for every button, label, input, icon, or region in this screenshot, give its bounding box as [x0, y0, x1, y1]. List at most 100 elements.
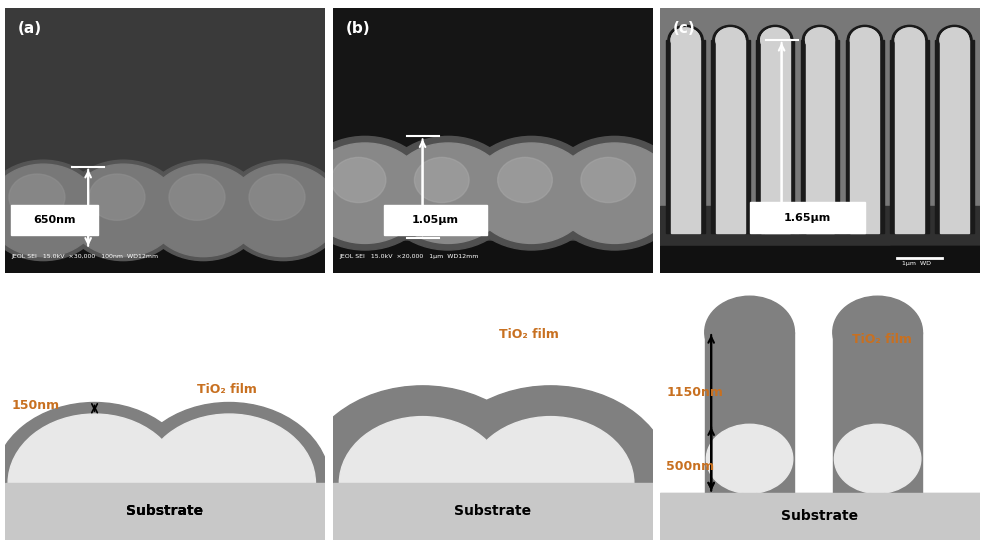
- Bar: [5, 270, 325, 272]
- Bar: [5, 228, 325, 230]
- Circle shape: [895, 28, 924, 52]
- Bar: [5, 196, 325, 198]
- Bar: [5, 259, 325, 262]
- Circle shape: [716, 28, 745, 52]
- Circle shape: [554, 143, 676, 244]
- Bar: [660, 493, 980, 540]
- Bar: [5, 483, 325, 540]
- Text: 1.05μm: 1.05μm: [412, 215, 459, 225]
- Bar: [890, 40, 929, 233]
- Text: Substrate: Substrate: [126, 504, 204, 518]
- Bar: [5, 204, 325, 207]
- Circle shape: [415, 158, 469, 203]
- Circle shape: [143, 160, 264, 261]
- Bar: [333, 483, 653, 540]
- Bar: [801, 40, 839, 233]
- Bar: [705, 332, 795, 493]
- Text: TiO₂ film: TiO₂ film: [499, 328, 559, 341]
- Circle shape: [249, 174, 305, 220]
- Text: TiO₂ film: TiO₂ film: [197, 383, 257, 396]
- Circle shape: [581, 158, 635, 203]
- Circle shape: [379, 136, 517, 250]
- Bar: [660, 493, 980, 540]
- Bar: [5, 193, 325, 196]
- Bar: [5, 244, 325, 246]
- Bar: [660, 246, 980, 272]
- Text: 1150nm: 1150nm: [667, 386, 723, 399]
- Circle shape: [760, 28, 790, 52]
- Bar: [333, 241, 653, 272]
- Text: Substrate: Substrate: [126, 504, 204, 518]
- Bar: [5, 201, 325, 204]
- Bar: [5, 254, 325, 257]
- Bar: [333, 483, 653, 540]
- Circle shape: [760, 28, 790, 52]
- Bar: [5, 207, 325, 209]
- Circle shape: [128, 403, 330, 545]
- Bar: [5, 241, 325, 244]
- Circle shape: [148, 164, 259, 257]
- Bar: [5, 246, 325, 249]
- Bar: [846, 40, 885, 233]
- Bar: [756, 40, 795, 233]
- Circle shape: [671, 28, 700, 52]
- Bar: [5, 233, 325, 235]
- Bar: [5, 230, 325, 233]
- Text: 1μm  WD: 1μm WD: [901, 261, 931, 266]
- Circle shape: [62, 160, 184, 261]
- Bar: [936, 40, 974, 233]
- Circle shape: [892, 26, 927, 54]
- Bar: [750, 202, 865, 233]
- Bar: [5, 251, 325, 254]
- Circle shape: [937, 26, 972, 54]
- Bar: [5, 262, 325, 264]
- Bar: [5, 217, 325, 220]
- Circle shape: [89, 174, 145, 220]
- Circle shape: [67, 164, 179, 257]
- Circle shape: [223, 160, 345, 261]
- Circle shape: [339, 416, 506, 545]
- Bar: [5, 257, 325, 259]
- Bar: [660, 207, 980, 272]
- Circle shape: [463, 136, 600, 250]
- Circle shape: [8, 414, 181, 545]
- Circle shape: [847, 26, 883, 54]
- Circle shape: [0, 164, 99, 257]
- Text: 650nm: 650nm: [33, 215, 76, 226]
- Circle shape: [0, 160, 104, 261]
- Circle shape: [497, 158, 553, 203]
- Bar: [5, 235, 325, 238]
- Text: Substrate: Substrate: [454, 504, 532, 518]
- Circle shape: [143, 414, 315, 545]
- Bar: [716, 40, 745, 233]
- Circle shape: [668, 26, 703, 54]
- Circle shape: [9, 174, 65, 220]
- Bar: [5, 241, 325, 272]
- Circle shape: [806, 28, 834, 52]
- Bar: [5, 222, 325, 225]
- Text: 1.65μm: 1.65μm: [784, 213, 830, 223]
- Text: 500nm: 500nm: [667, 460, 714, 473]
- Bar: [895, 40, 924, 233]
- Circle shape: [671, 28, 700, 52]
- Bar: [940, 40, 969, 233]
- Bar: [5, 238, 325, 241]
- Circle shape: [546, 136, 684, 250]
- Circle shape: [228, 164, 340, 257]
- Text: Substrate: Substrate: [781, 510, 859, 524]
- Text: 150nm: 150nm: [12, 398, 59, 411]
- Bar: [667, 40, 705, 233]
- Bar: [850, 40, 880, 233]
- Circle shape: [301, 386, 545, 545]
- Bar: [5, 267, 325, 270]
- Circle shape: [940, 28, 969, 52]
- Bar: [806, 40, 834, 233]
- Text: JEOL SEI   15.0kV  ×20,000   1μm  WD12mm: JEOL SEI 15.0kV ×20,000 1μm WD12mm: [339, 254, 479, 259]
- Circle shape: [803, 26, 837, 54]
- Bar: [5, 225, 325, 228]
- Bar: [5, 211, 325, 214]
- Circle shape: [940, 28, 969, 52]
- Circle shape: [850, 28, 880, 52]
- Circle shape: [296, 136, 433, 250]
- Circle shape: [706, 424, 793, 493]
